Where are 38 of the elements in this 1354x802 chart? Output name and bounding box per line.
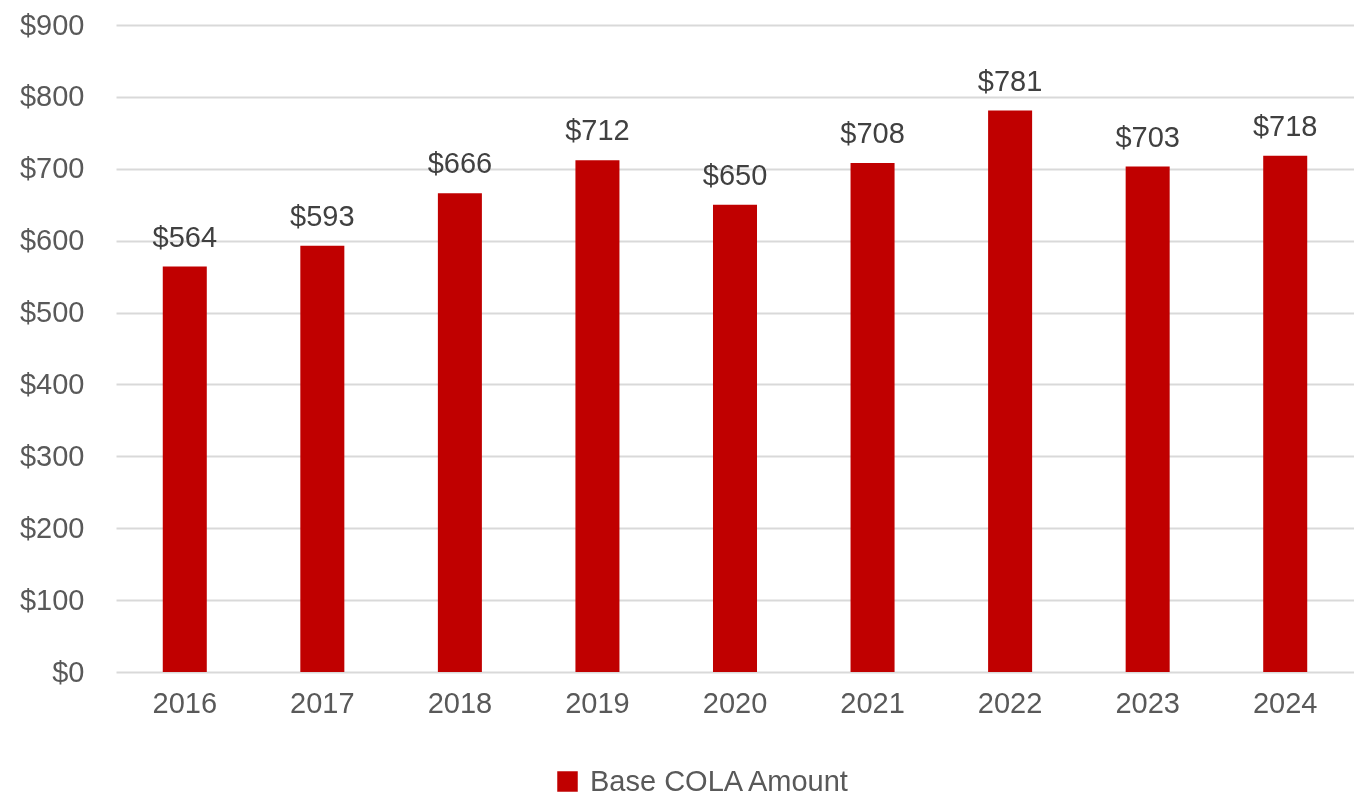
bar (1263, 155, 1308, 672)
x-tick-label: 2018 (427, 686, 493, 719)
bar (850, 163, 895, 672)
y-tick-label: $500 (19, 296, 85, 329)
x-tick-label: 2019 (565, 686, 630, 719)
x-tick-label: 2021 (840, 686, 905, 719)
x-tick-label: 2022 (977, 686, 1043, 719)
bar (162, 266, 207, 672)
bar (988, 110, 1033, 672)
x-tick-label: 2017 (290, 686, 355, 719)
data-label: $781 (977, 64, 1043, 97)
y-tick-label: $0 (52, 655, 85, 688)
y-tick-label: $900 (19, 8, 85, 41)
bar (712, 204, 758, 672)
data-label: $708 (840, 117, 905, 150)
legend-label: Base COLA Amount (590, 764, 848, 797)
data-label: $718 (1252, 109, 1318, 142)
data-label: $650 (702, 158, 768, 191)
bar (300, 245, 345, 672)
data-label: $564 (152, 220, 218, 253)
y-tick-label: $400 (19, 367, 85, 400)
bar (437, 193, 482, 672)
data-label: $666 (427, 147, 493, 180)
x-tick-label: 2020 (702, 686, 768, 719)
data-label: $703 (1115, 120, 1180, 153)
x-tick-label: 2016 (152, 686, 218, 719)
y-tick-label: $100 (19, 583, 85, 616)
x-tick-label: 2024 (1252, 686, 1318, 719)
y-tick-label: $600 (19, 224, 85, 257)
data-label: $712 (565, 114, 630, 147)
bar (1125, 166, 1170, 672)
data-label: $593 (290, 199, 355, 232)
x-tick-label: 2023 (1115, 686, 1180, 719)
bar (575, 160, 620, 672)
y-tick-label: $200 (19, 511, 85, 544)
y-tick-label: $800 (19, 80, 85, 113)
y-tick-label: $300 (19, 439, 85, 472)
y-tick-label: $700 (19, 152, 85, 185)
